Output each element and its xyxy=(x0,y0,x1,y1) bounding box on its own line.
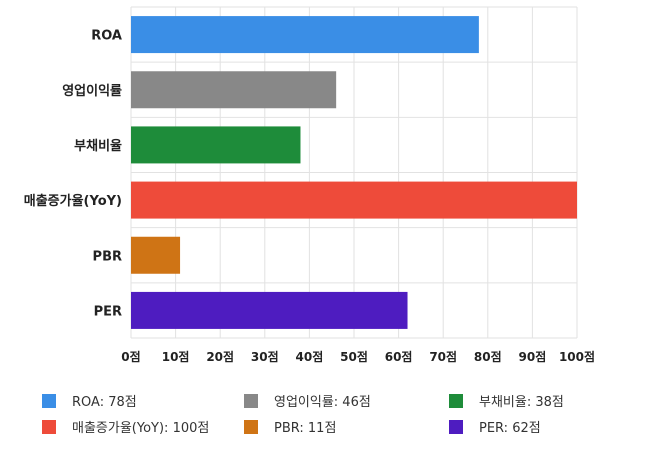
category-label: ROA xyxy=(91,29,122,44)
legend-label: PER: 62점 xyxy=(479,421,541,436)
x-tick-label: 30점 xyxy=(251,349,279,364)
bar xyxy=(131,291,408,329)
legend-swatch xyxy=(244,394,258,408)
x-axis-ticks: 0점 10점 20점 30점 40점 50점 60점 70점 80점 90점 100점 xyxy=(121,349,595,364)
legend-swatch xyxy=(244,420,258,434)
x-tick-label: 50점 xyxy=(340,349,368,364)
x-tick-label: 60점 xyxy=(385,349,413,364)
legend-swatch xyxy=(449,394,463,408)
legend-label: 부채비율: 38점 xyxy=(479,395,564,410)
bars xyxy=(131,16,577,329)
legend-label: PBR: 11점 xyxy=(274,421,336,436)
legend-label: 영업이익률: 46점 xyxy=(274,395,371,410)
x-tick-label: 10점 xyxy=(162,349,190,364)
x-tick-label: 70점 xyxy=(429,349,457,364)
legend-swatch xyxy=(42,420,56,434)
bar xyxy=(131,181,577,219)
category-label: PER xyxy=(94,304,122,319)
bar xyxy=(131,126,301,164)
bar xyxy=(131,71,337,109)
x-tick-label: 0점 xyxy=(121,349,140,364)
category-label: 부채비율 xyxy=(74,138,122,154)
grid xyxy=(130,6,578,339)
bar xyxy=(131,16,479,54)
category-label: PBR xyxy=(93,249,122,264)
x-tick-label: 100점 xyxy=(559,349,595,364)
legend-label: 매출증가율(YoY): 100점 xyxy=(72,421,209,436)
bar xyxy=(131,236,181,274)
category-label: 매출증가율(YoY) xyxy=(24,193,122,209)
legend-swatch xyxy=(449,420,463,434)
x-tick-label: 90점 xyxy=(519,349,547,364)
legend-label: ROA: 78점 xyxy=(72,395,137,410)
x-tick-label: 80점 xyxy=(474,349,502,364)
x-tick-label: 20점 xyxy=(206,349,234,364)
legend-swatch xyxy=(42,394,56,408)
x-tick-label: 40점 xyxy=(296,349,324,364)
category-label: 영업이익률 xyxy=(62,83,122,99)
